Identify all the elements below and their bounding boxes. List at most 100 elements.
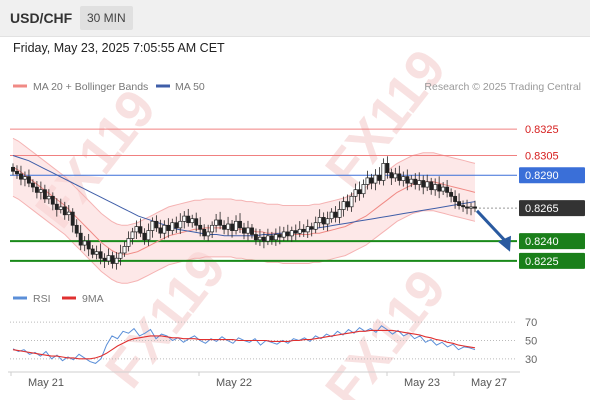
candle-bear (86, 240, 91, 250)
candle-bear (269, 235, 274, 241)
candle-bear (293, 230, 298, 234)
candle-bear (385, 163, 390, 173)
candle-bear (413, 178, 418, 185)
candle-bull (94, 251, 99, 255)
current-label: 0.8265 (525, 203, 559, 215)
resistance-label: 0.8325 (525, 124, 559, 136)
candle-bull (146, 230, 151, 241)
candle-bull (281, 231, 286, 238)
candle-bear (465, 206, 469, 209)
candle-bull (206, 231, 211, 237)
forecast (475, 209, 511, 252)
candle-bear (42, 189, 47, 200)
candle-bull (425, 181, 430, 188)
legend-ma20-label: MA 20 + Bollinger Bands (33, 81, 148, 93)
candle-bull (273, 234, 278, 241)
candle-bear (461, 205, 466, 208)
candle-bear (174, 222, 179, 229)
candle-bull (114, 257, 119, 264)
candle-bear (70, 211, 75, 226)
chart-header: USD/CHF 30 MIN (0, 0, 590, 37)
candle-bear (421, 180, 426, 188)
candle-bull (317, 217, 322, 224)
candle-bull (130, 231, 135, 239)
support-label-box (519, 252, 585, 269)
legend-9ma-label: 9MA (82, 293, 104, 305)
candle-bear (98, 251, 103, 259)
candle-bull (106, 255, 111, 262)
support-label: 0.8240 (525, 236, 559, 248)
candle-bear (397, 173, 402, 181)
symbol-label: USD/CHF (10, 10, 73, 26)
candle-bear (218, 219, 223, 226)
candle-bear (285, 231, 290, 237)
resistance-label: 0.8305 (525, 150, 559, 162)
candle-bear (102, 257, 107, 262)
candle-bull (234, 220, 238, 231)
current-label-box (519, 200, 585, 217)
x-tick-label: May 23 (404, 377, 440, 389)
candle-bear (154, 220, 159, 229)
candle-bear (309, 226, 314, 230)
candle-bull (122, 246, 127, 254)
rsi-ma-line (12, 329, 476, 360)
candle-bull (58, 206, 63, 210)
candle-bear (158, 227, 163, 234)
candle-bull (118, 252, 123, 259)
candle-bull (210, 224, 215, 233)
candle-bull (257, 236, 262, 241)
candle-bull (126, 238, 131, 247)
candle-bear (26, 176, 31, 184)
candle-bull (341, 201, 346, 210)
pivot-label: 0.8290 (525, 170, 559, 182)
candle-bear (15, 170, 19, 175)
candle-bear (186, 215, 191, 224)
rsi-tick-label: 50 (525, 336, 537, 348)
candle-bear (142, 232, 147, 241)
candle-bear (333, 211, 338, 218)
candle-bear (253, 234, 258, 241)
candle-bear (405, 176, 410, 184)
candle-bull (325, 218, 330, 225)
research-credit: Research © 2025 Trading Central (424, 81, 581, 93)
candle-bull (289, 230, 294, 237)
candlesticks (11, 156, 477, 270)
rsi-tick-label: 70 (525, 317, 537, 329)
candle-bull (353, 189, 358, 197)
candle-bear (445, 186, 450, 193)
candle-bear (389, 172, 394, 179)
candle-bull (38, 189, 43, 193)
candle-bear (457, 201, 462, 206)
support-label-box (519, 233, 585, 250)
x-tick-label: May 27 (471, 377, 507, 389)
candle-bear (11, 166, 15, 172)
bollinger-upper (12, 137, 476, 226)
candle-bear (449, 192, 454, 197)
candle-bear (90, 248, 95, 255)
candle-bull (329, 211, 334, 220)
candle-bear (453, 195, 458, 202)
level-labels: 0.8325 0.8305 0.8290 0.8265 0.8240 0.8225 (519, 124, 585, 269)
candle-bull (150, 220, 155, 231)
candle-bull (66, 211, 71, 216)
timestamp: Friday, May 23, 2025 7:05:55 AM CET (13, 41, 225, 55)
interval-button[interactable]: 30 MIN (80, 6, 133, 30)
candle-bear (50, 195, 55, 205)
candle-bull (178, 220, 183, 229)
candle-bear (369, 177, 374, 184)
x-axis: May 21 May 22 May 23 May 27 (10, 372, 507, 389)
candle-bear (110, 255, 115, 264)
candle-bear (277, 234, 282, 238)
forecast-arrow-head (498, 235, 511, 252)
candle-bull (214, 219, 219, 226)
candle-bull (417, 180, 422, 185)
candle-bear (238, 220, 242, 229)
candle-bull (361, 184, 366, 195)
candle-bear (357, 189, 362, 195)
candle-bear (194, 218, 199, 226)
candle-bull (82, 240, 87, 246)
candle-bull (46, 195, 51, 200)
candle-bull (381, 163, 386, 181)
candle-bear (30, 182, 35, 188)
candle-bear (250, 227, 254, 235)
